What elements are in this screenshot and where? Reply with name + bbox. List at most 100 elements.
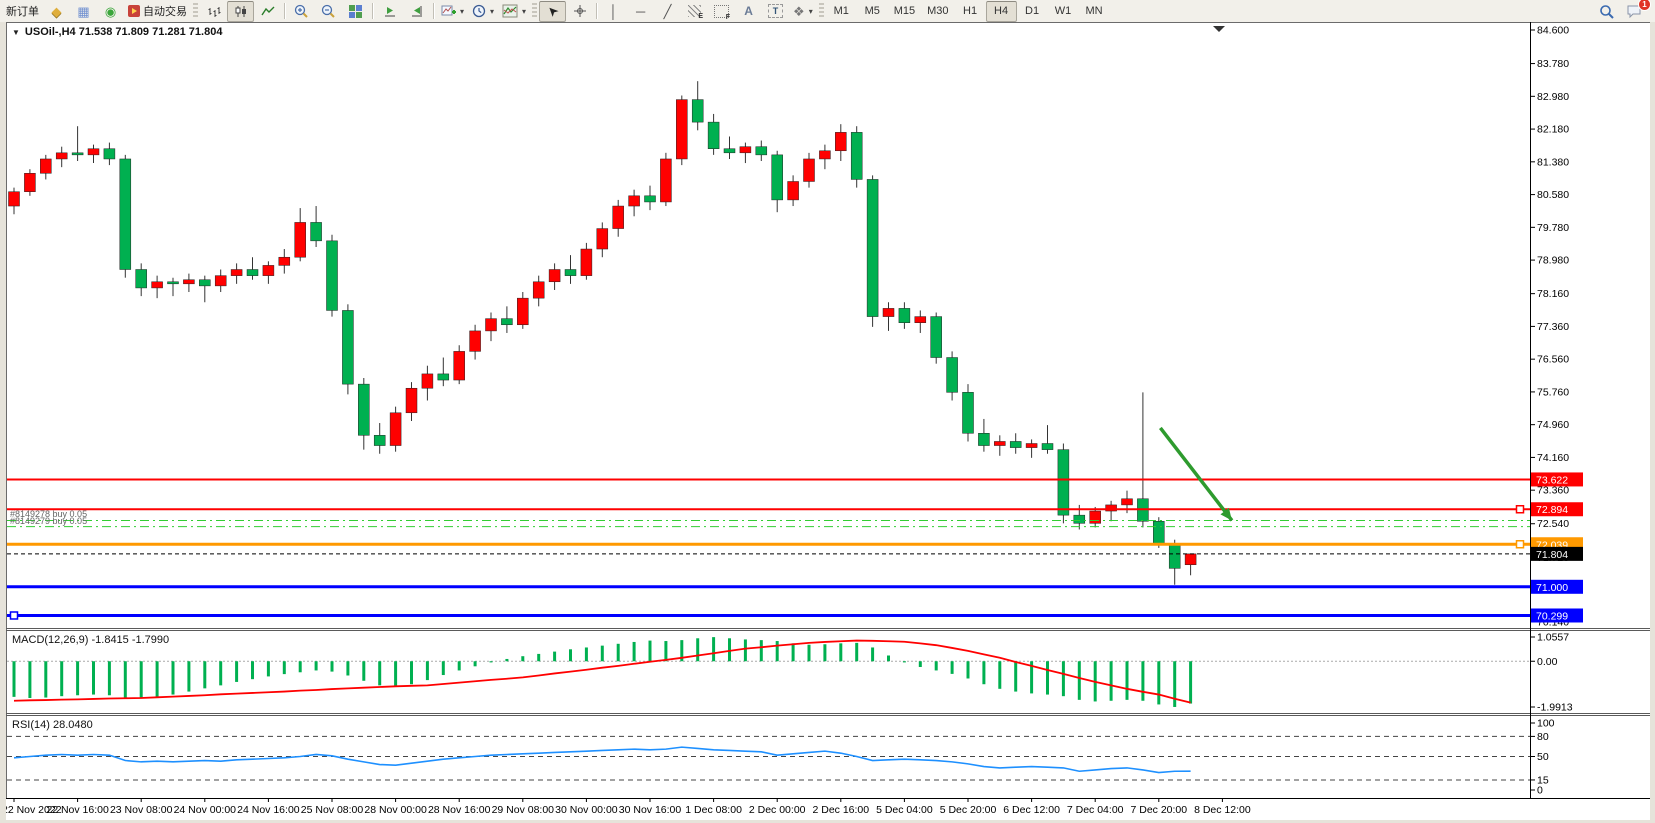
timeframe-m5-button[interactable]: M5 <box>864 5 880 17</box>
price-tick-label: 82.180 <box>1537 124 1569 136</box>
macd-scale-label: -1.9913 <box>1537 702 1573 714</box>
timeframe-m1-button[interactable]: M1 <box>833 5 849 17</box>
candle-body <box>596 228 609 250</box>
macd-scale-label: 0.00 <box>1537 656 1558 668</box>
one-click-trading-arrow[interactable]: ▼ <box>12 27 20 37</box>
timeframe-m30-button[interactable]: M30 <box>927 5 949 17</box>
timeframe-mn-button[interactable]: MN <box>1085 5 1103 17</box>
candlestick-button[interactable] <box>227 0 254 22</box>
window-edge-bottom <box>0 820 1655 823</box>
price-tick-label: 74.160 <box>1537 452 1569 464</box>
dropdown-caret: ▾ <box>460 6 465 16</box>
candle-body <box>1121 498 1133 506</box>
text-label-button[interactable]: T <box>762 1 789 22</box>
periods-button[interactable]: ▾ <box>468 1 498 22</box>
dropdown-caret: ▾ <box>808 6 813 16</box>
crosshair-button[interactable] <box>566 1 593 22</box>
toolbar-separator <box>372 3 373 19</box>
candle-body <box>469 330 481 352</box>
candle-body <box>1073 514 1086 524</box>
arrows-button[interactable]: ❖ ▾ <box>789 1 817 22</box>
order-label[interactable]: #8149279 buy 0.05 <box>10 515 88 526</box>
candle-body <box>962 392 974 434</box>
candle-body <box>1168 543 1181 569</box>
horizontal-line-button[interactable]: ─ <box>627 1 654 22</box>
zoom-out-button[interactable] <box>315 1 342 22</box>
time-tick-label: 25 Nov 08:00 <box>301 804 364 816</box>
tile-windows-button[interactable] <box>342 1 369 22</box>
timeframe-m15-button[interactable]: M15 <box>893 5 916 17</box>
price-tick-label: 80.580 <box>1537 189 1569 201</box>
bar-chart-button[interactable] <box>200 1 227 22</box>
candlestick-icon <box>235 5 246 17</box>
macd-label: MACD(12,26,9) -1.8415 -1.7990 <box>12 634 169 646</box>
search-icon <box>1600 4 1614 19</box>
trendline-button[interactable]: ╱ <box>654 1 681 22</box>
auto-scroll-button[interactable] <box>376 1 403 22</box>
text-label-icon: T <box>768 4 784 18</box>
time-tick-label: 7 Dec 04:00 <box>1067 804 1124 816</box>
price-tick-label: 72.540 <box>1537 518 1569 530</box>
chart-shift-icon <box>411 5 422 16</box>
equidistant-channel-icon: E <box>688 5 703 20</box>
new-order-label: 新订单 <box>6 6 39 18</box>
search-button[interactable] <box>1593 1 1620 22</box>
text-button[interactable]: A <box>735 1 762 22</box>
candle-body <box>914 316 927 323</box>
market-watch-icon: ◆ <box>51 3 62 19</box>
crosshair-icon <box>573 5 586 17</box>
candle-body <box>230 269 243 276</box>
vertical-line-button[interactable]: │ <box>600 1 627 22</box>
price-tick-label: 74.960 <box>1537 419 1569 431</box>
candle-body <box>24 173 36 192</box>
candle-body <box>358 383 370 436</box>
candle-body <box>294 222 306 258</box>
cursor-button[interactable]: ➤ <box>539 0 567 22</box>
candle-body <box>707 121 720 149</box>
indicators-icon <box>502 4 518 18</box>
time-tick-label: 22 Nov 2022 <box>2 804 62 816</box>
chat-button[interactable]: 1 <box>1620 0 1651 22</box>
price-level-box-label: 73.622 <box>1536 474 1568 486</box>
timeframe-h4-button[interactable]: H4 <box>985 0 1017 22</box>
chart-shift-button[interactable] <box>403 1 430 22</box>
candle-body <box>946 357 958 393</box>
indicators-button[interactable]: ▾ <box>498 1 530 22</box>
price-tick-label: 76.560 <box>1537 354 1569 366</box>
vertical-line-icon: │ <box>609 3 618 19</box>
line-handle <box>1515 504 1525 514</box>
new-order-button[interactable]: 新订单 <box>2 1 43 22</box>
chart-canvas[interactable]: 84.600 83.780 82.980 82.180 81.380 80.580 79.7… <box>0 22 1655 823</box>
timeframe-w1-button[interactable]: W1 <box>1054 5 1072 17</box>
candle-body <box>373 435 386 446</box>
time-tick-label: 5 Dec 20:00 <box>940 804 997 816</box>
candle-body <box>278 256 291 266</box>
candle-body <box>1009 441 1022 448</box>
window-edge-left <box>0 22 6 823</box>
timeframe-d1-button[interactable]: D1 <box>1025 5 1040 17</box>
toolbar: 新订单 ◆ ▦ ◉ 自动交易 ▾ ▾ ▾ ➤ │ ─ ╱ E F A T ❖ ▾ … <box>0 0 1655 23</box>
terminal-icon: ▦ <box>77 3 90 19</box>
candle-body <box>612 205 624 229</box>
timeframe-h1-button[interactable]: H1 <box>963 5 978 17</box>
new-chart-button[interactable]: ▾ <box>437 1 468 22</box>
market-watch-button[interactable]: ◆ <box>43 1 70 22</box>
time-tick-label: 29 Nov 08:00 <box>492 804 555 816</box>
chart-shift-marker <box>1213 26 1225 32</box>
zoom-out-icon <box>321 4 335 18</box>
terminal-button[interactable]: ▦ <box>70 1 97 22</box>
price-level-box <box>1531 579 1583 594</box>
signals-button[interactable]: ◉ <box>97 1 124 22</box>
candle-body <box>214 275 227 287</box>
line-chart-icon <box>260 6 274 15</box>
fibonacci-button[interactable]: F <box>708 1 735 22</box>
zoom-in-button[interactable] <box>288 1 315 22</box>
price-level-box <box>1531 608 1583 623</box>
equidistant-channel-button[interactable]: E <box>681 1 708 22</box>
candle-body <box>1105 504 1117 512</box>
rsi-scale-label: 15 <box>1537 774 1549 786</box>
line-chart-button[interactable] <box>254 1 281 22</box>
order-label[interactable]: #8149278 buy 0.05 <box>10 509 88 520</box>
autotrading-button[interactable]: 自动交易 <box>124 1 191 22</box>
toolbar-grip <box>532 3 538 19</box>
